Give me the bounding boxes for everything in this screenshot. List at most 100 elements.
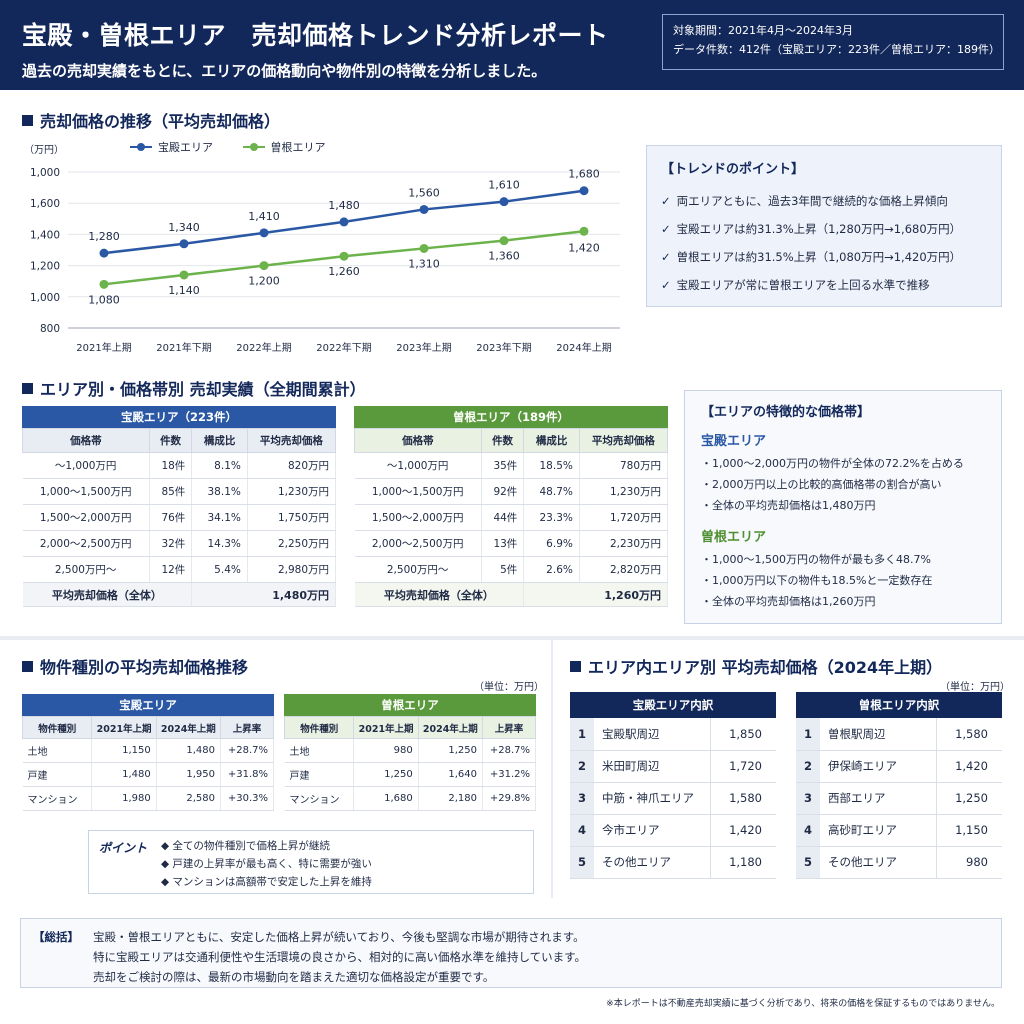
- data-label: 1,340: [168, 221, 200, 234]
- column-header: 2021年上期: [353, 716, 419, 739]
- cell: 8.1%: [191, 452, 248, 479]
- area-price: 1,420: [710, 814, 776, 847]
- cell: 2,500万円～: [22, 556, 150, 583]
- hoden-features-heading: 宝殿エリア: [701, 434, 767, 449]
- cell: 6.9%: [523, 530, 580, 557]
- cell: 2,230万円: [579, 530, 669, 557]
- feature-item: ・1,000万円以下の物件も18.5%と一定数存在: [701, 574, 933, 587]
- hoden-property-type-table: 宝殿エリア 物件種別 2021年上期 2024年上期 上昇率 土地 1,150 1,…: [21, 694, 275, 811]
- trend-point: ✓ 両エリアともに、過去3年間で継続的な価格上昇傾向: [661, 194, 948, 208]
- cell: マンション: [22, 786, 93, 811]
- summary-line: 売却をご検討の際は、最新の市場動向を踏まえた適切な価格設定が重要です。: [93, 970, 495, 984]
- column-header: 上昇率: [481, 716, 537, 739]
- cell: 44件: [481, 504, 525, 531]
- table-row: 2 米田町周辺 1,720: [570, 750, 776, 783]
- cell: 76件: [149, 504, 193, 531]
- cell: +30.3%: [220, 786, 275, 811]
- column-header: 価格帯: [354, 428, 482, 453]
- table-row: 3 西部エリア 1,250: [796, 782, 1002, 815]
- area-price: 1,150: [936, 814, 1002, 847]
- area-price: 1,720: [710, 750, 776, 783]
- summary-label: 【総括】: [33, 930, 79, 944]
- table-total-row: 平均売却価格（全体） 1,260万円: [354, 582, 668, 607]
- area-price: 1,420: [936, 750, 1002, 783]
- rank-number: 3: [570, 782, 594, 815]
- footnote: ※本レポートは不動産売却実績に基づく分析であり、将来の価格を保証するものではあり…: [606, 999, 1000, 1009]
- data-point: [499, 197, 509, 207]
- area-name: 曽根駅周辺: [820, 718, 937, 751]
- rank-number: 1: [796, 718, 820, 751]
- table-caption: 宝殿エリア: [22, 694, 274, 716]
- cell: 1,250: [353, 762, 419, 787]
- rank-number: 5: [796, 846, 820, 879]
- area-name: その他エリア: [820, 846, 937, 879]
- cell: 1,150: [91, 738, 157, 763]
- cell: 1,720万円: [579, 504, 669, 531]
- check-icon: ✓: [661, 194, 671, 208]
- cell: 1,950: [156, 762, 221, 787]
- x-tick-label: 2021年下期: [156, 341, 211, 354]
- cell: 2.6%: [523, 556, 580, 583]
- section-title-property-type: 物件種別の平均売却価格推移: [22, 654, 248, 678]
- rank-number: 5: [570, 846, 594, 879]
- cell: 1,480: [156, 738, 221, 763]
- sone-property-type-table: 曽根エリア 物件種別 2021年上期 2024年上期 上昇率 土地 980 1,25…: [283, 694, 537, 811]
- y-tick-label: 1,000: [30, 292, 60, 304]
- table-row: マンション 1,680 2,180 +29.8%: [284, 786, 537, 811]
- column-header: 2021年上期: [91, 716, 157, 739]
- table-header-row: 物件種別 2021年上期 2024年上期 上昇率: [283, 716, 537, 739]
- cell: 1,230万円: [579, 478, 669, 505]
- table-row: 2 伊保崎エリア 1,420: [796, 750, 1002, 783]
- cell: 18件: [149, 452, 193, 479]
- data-point: [179, 239, 189, 249]
- table-row: 1,000～1,500万円 85件 38.1% 1,230万円: [22, 478, 337, 505]
- price-trend-chart: 宝殿エリア 曽根エリア （万円） 800 1,000 1,200 1,400 1,600 1…: [20, 138, 630, 363]
- area-name: 今市エリア: [594, 814, 711, 847]
- total-value: 1,260万円: [523, 582, 668, 607]
- column-header: 構成比: [523, 428, 580, 453]
- cell: 2,000～2,500万円: [22, 530, 150, 557]
- table-row: 2,000～2,500万円 32件 14.3% 2,250万円: [22, 530, 337, 557]
- data-point: [579, 226, 589, 236]
- table-row: 1,500～2,000万円 44件 23.3% 1,720万円: [354, 504, 669, 531]
- report-subtitle: 過去の売却実績をもとに、エリアの価格動向や物件別の特徴を分析しました。: [22, 62, 547, 80]
- cell: 2,820万円: [579, 556, 669, 583]
- cell: 戸建: [284, 762, 355, 787]
- cell: 2,250万円: [247, 530, 337, 557]
- check-icon: ✓: [661, 222, 671, 236]
- data-label: 1,200: [248, 275, 280, 288]
- total-label: 平均売却価格（全体）: [22, 582, 193, 607]
- square-bullet-icon: [22, 661, 33, 672]
- data-point: [419, 243, 429, 253]
- y-tick-label: 1,400: [30, 229, 60, 241]
- table-row: 1,000～1,500万円 92件 48.7% 1,230万円: [354, 478, 669, 505]
- section-title-price-trend: 売却価格の推移（平均売却価格）: [22, 108, 280, 132]
- column-header: 平均売却価格: [246, 428, 337, 453]
- data-point: [259, 261, 269, 271]
- cell: 48.7%: [523, 478, 580, 505]
- column-header: 価格帯: [22, 428, 150, 453]
- rank-number: 3: [796, 782, 820, 815]
- cell: 1,000～1,500万円: [22, 478, 150, 505]
- section-divider: [0, 636, 1024, 640]
- cell: 1,980: [91, 786, 157, 811]
- area-name: 高砂町エリア: [820, 814, 937, 847]
- data-point: [579, 186, 589, 196]
- data-label: 1,140: [168, 284, 200, 297]
- column-header: 物件種別: [283, 716, 355, 739]
- table-row: 戸建 1,250 1,640 +31.2%: [284, 762, 537, 787]
- hoden-sub-area-table: 宝殿エリア内訳 1 宝殿駅周辺 1,850 2 米田町周辺 1,720 3 中筋・神爪エリ…: [570, 692, 776, 879]
- features-title: 【エリアの特徴的な価格帯】: [701, 405, 871, 420]
- sone-features-heading: 曽根エリア: [701, 530, 767, 545]
- cell: 2,000～2,500万円: [354, 530, 482, 557]
- total-label: 平均売却価格（全体）: [354, 582, 525, 607]
- summary-line: 特に宝殿エリアは交通利便性や生活環境の良さから、相対的に高い価格水準を維持してい…: [93, 950, 586, 964]
- table-header-row: 価格帯 件数 構成比 平均売却価格: [354, 428, 669, 453]
- area-name: 中筋・神爪エリア: [594, 782, 711, 815]
- y-tick-label: 1,200: [30, 261, 60, 273]
- report-meta: 対象期間：2021年4月～2024年3月 データ件数：412件（宝殿エリア：22…: [662, 14, 1004, 70]
- cell: 13件: [481, 530, 525, 557]
- table-row: 5 その他エリア 1,180: [570, 846, 776, 879]
- table-row: ～1,000万円 35件 18.5% 780万円: [354, 452, 669, 479]
- trend-point: ✓ 曽根エリアは約31.5%上昇（1,080万円→1,420万円）: [661, 250, 962, 264]
